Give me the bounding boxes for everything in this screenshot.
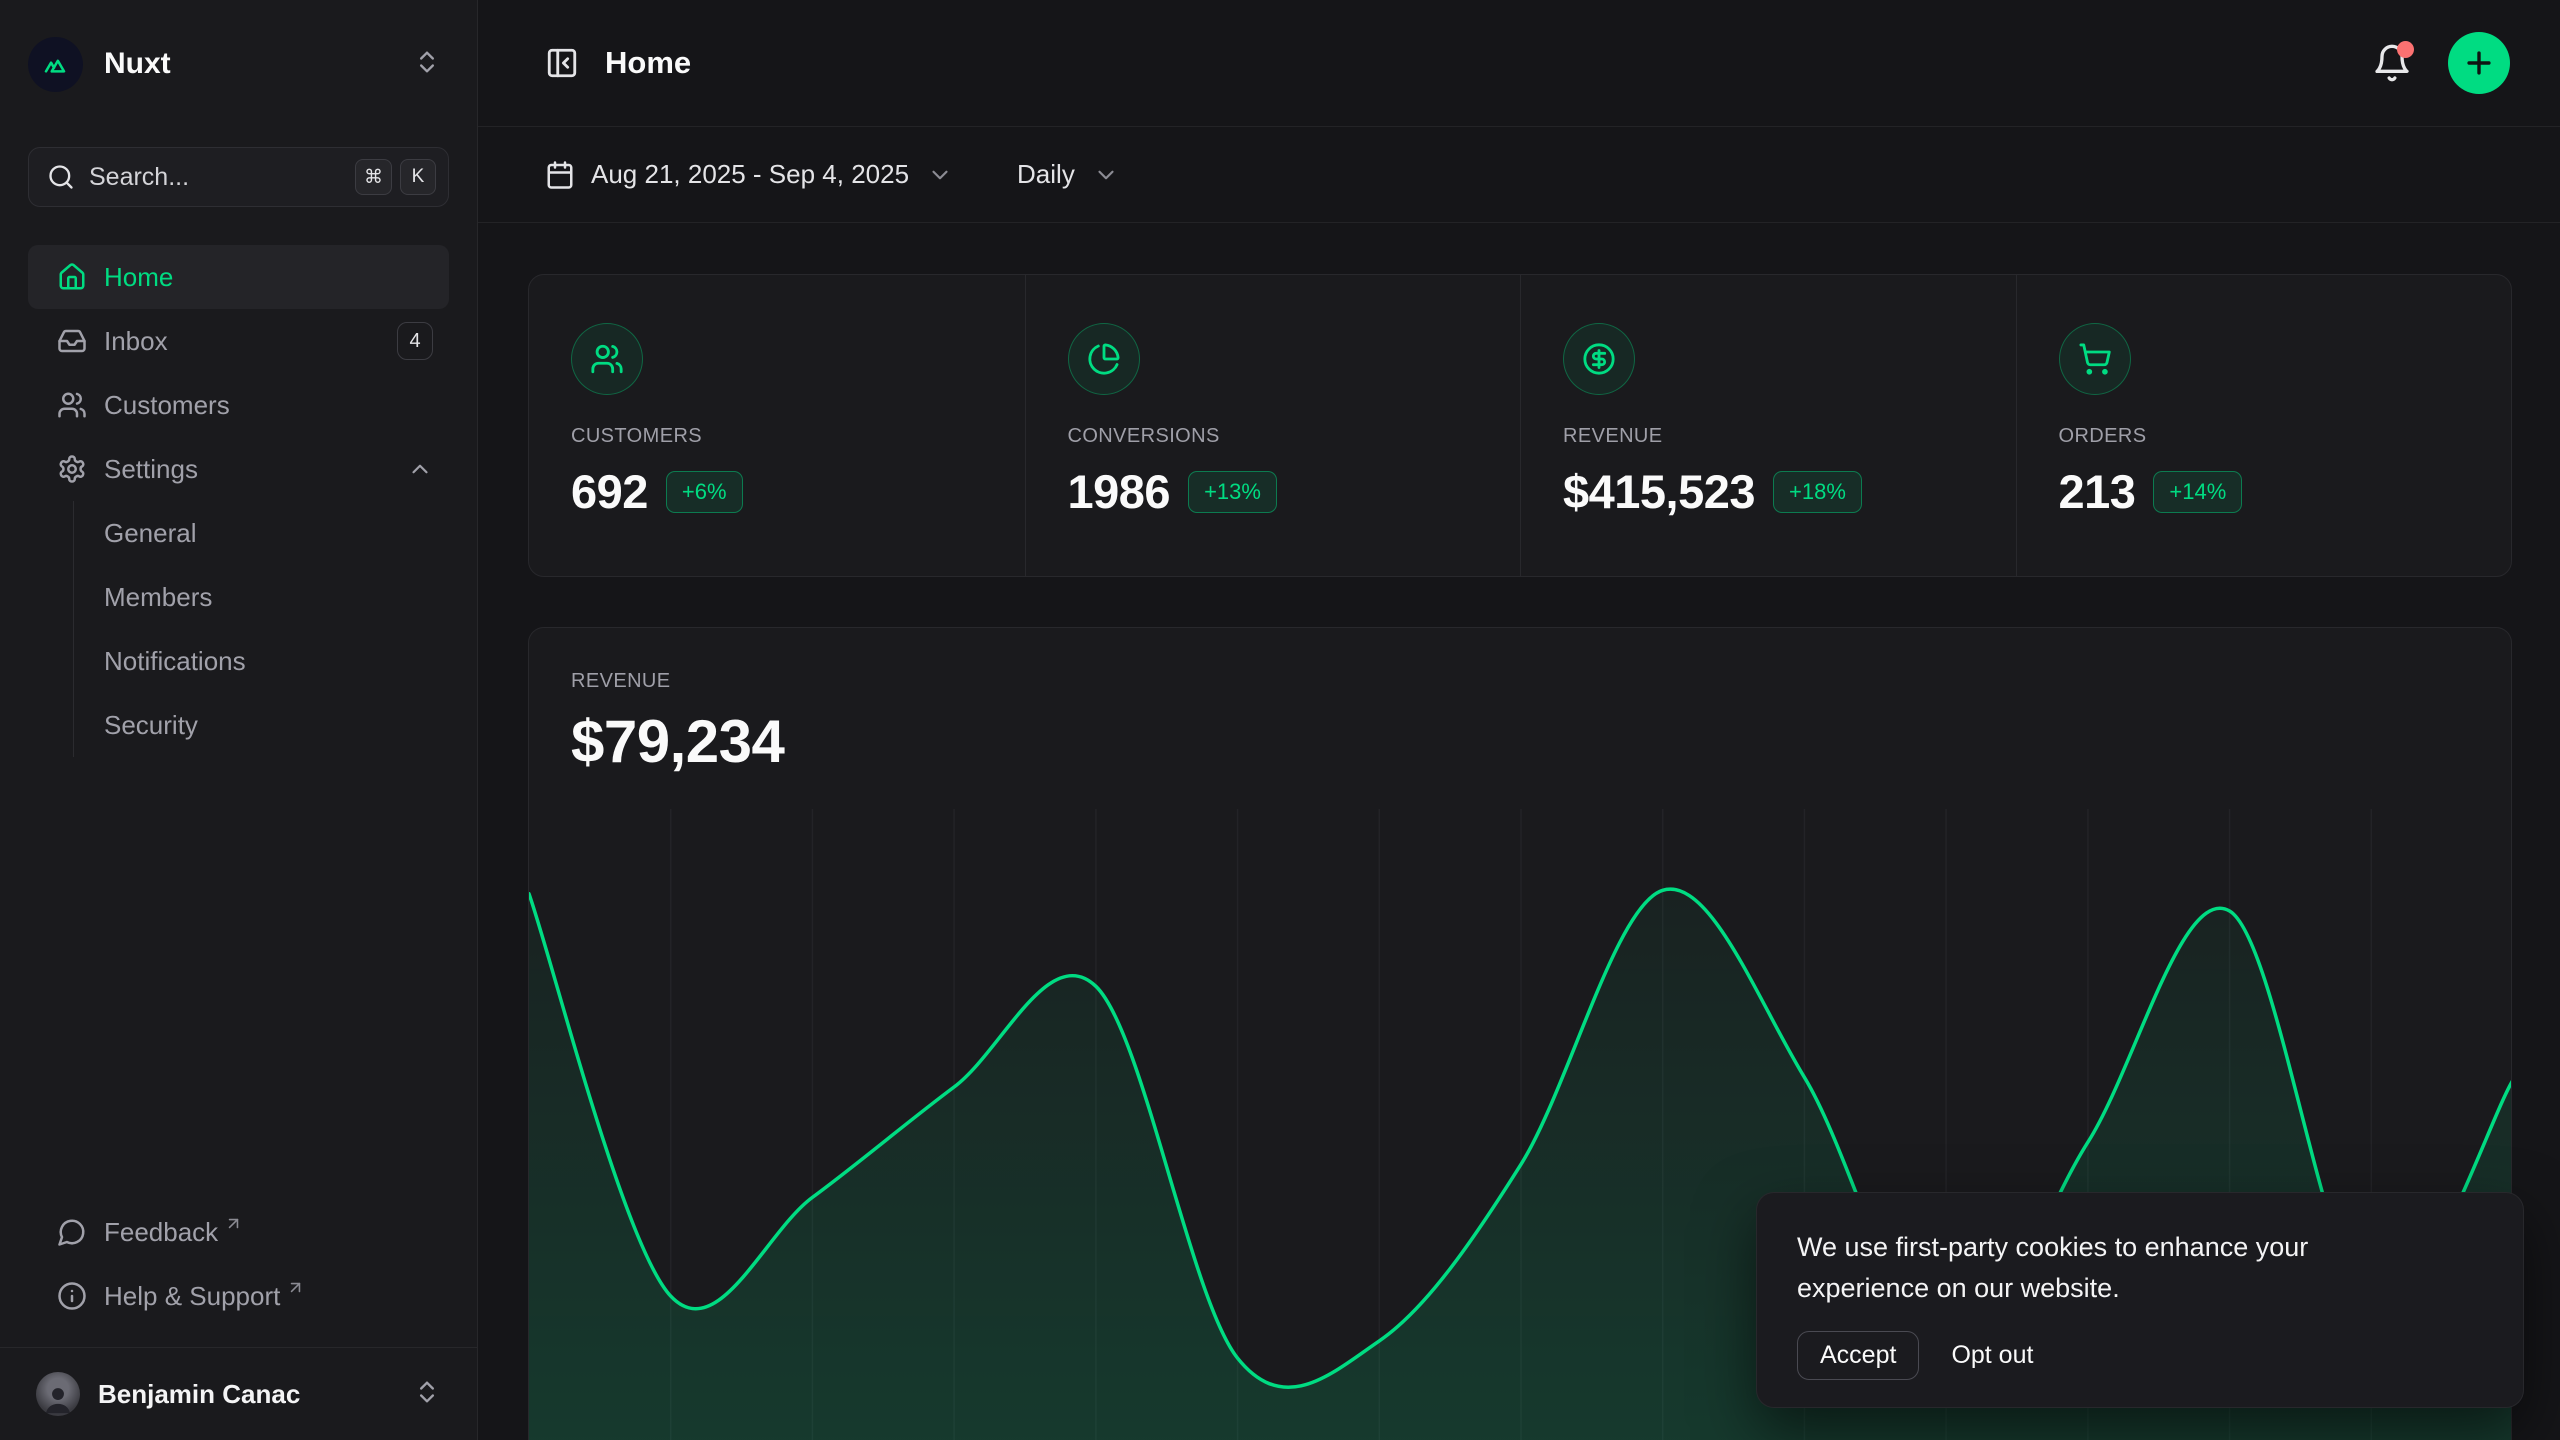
- add-button[interactable]: [2448, 32, 2510, 94]
- stat-label: CONVERSIONS: [1068, 425, 1481, 448]
- workspace-selector[interactable]: Nuxt: [28, 36, 449, 92]
- sub-item-label: General: [104, 518, 197, 549]
- users-icon: [571, 323, 643, 395]
- chevron-down-icon: [927, 162, 953, 188]
- calendar-icon: [545, 160, 575, 190]
- sub-item-label: Members: [104, 582, 212, 613]
- chevrons-up-down-icon: [413, 1378, 441, 1411]
- k-key: K: [400, 159, 436, 195]
- sidebar-item-general[interactable]: General: [104, 501, 449, 565]
- cookie-accept-button[interactable]: Accept: [1797, 1331, 1919, 1380]
- stat-conversions: CONVERSIONS 1986 +13%: [1025, 275, 1521, 576]
- cmd-key: ⌘: [355, 159, 392, 195]
- stat-delta-badge: +18%: [1773, 471, 1862, 513]
- sidebar-item-label: Inbox: [104, 326, 168, 357]
- help-support-link[interactable]: Help & Support: [28, 1264, 449, 1328]
- date-range-picker[interactable]: Aug 21, 2025 - Sep 4, 2025: [545, 159, 953, 190]
- revenue-label: REVENUE: [571, 670, 2471, 693]
- cart-icon: [2059, 323, 2131, 395]
- search-placeholder: Search...: [89, 163, 189, 192]
- sidebar-item-security[interactable]: Security: [104, 693, 449, 757]
- sub-item-label: Security: [104, 710, 198, 741]
- sidebar-item-customers[interactable]: Customers: [28, 373, 449, 437]
- filterbar: Aug 21, 2025 - Sep 4, 2025 Daily: [478, 127, 2560, 223]
- dollar-circle-icon: [1563, 323, 1635, 395]
- brand-name: Nuxt: [104, 47, 171, 81]
- search-shortcut: ⌘ K: [355, 159, 436, 195]
- sidebar-item-label: Settings: [104, 454, 198, 485]
- users-icon: [57, 390, 87, 420]
- chevron-down-icon: [1093, 162, 1119, 188]
- sidebar-item-settings[interactable]: Settings: [28, 437, 449, 501]
- stat-delta-badge: +6%: [666, 471, 743, 513]
- stat-customers: CUSTOMERS 692 +6%: [529, 275, 1025, 576]
- revenue-header: REVENUE $79,234: [529, 628, 2511, 809]
- external-link-icon: [286, 1278, 305, 1297]
- sidebar: Nuxt Search... ⌘ K: [0, 0, 478, 1440]
- inbox-icon: [57, 326, 87, 356]
- topbar: Home: [478, 0, 2560, 127]
- message-bubble-icon: [57, 1217, 87, 1247]
- pie-chart-icon: [1068, 323, 1140, 395]
- sidebar-bottom: Feedback Help & Support Benjamin Canac: [0, 1200, 477, 1440]
- cookie-message: We use first-party cookies to enhance yo…: [1797, 1227, 2417, 1309]
- app-root: Nuxt Search... ⌘ K: [0, 0, 2560, 1440]
- stat-delta-badge: +14%: [2153, 471, 2242, 513]
- settings-subnav: General Members Notifications Security: [73, 501, 449, 757]
- notifications-button[interactable]: [2372, 43, 2412, 83]
- stat-label: ORDERS: [2059, 425, 2472, 448]
- help-support-label: Help & Support: [104, 1281, 280, 1312]
- sub-item-label: Notifications: [104, 646, 246, 677]
- user-name: Benjamin Canac: [98, 1379, 300, 1410]
- stat-orders: ORDERS 213 +14%: [2016, 275, 2512, 576]
- stats-row: CUSTOMERS 692 +6% CONVERSIONS 1986 +13%: [528, 274, 2512, 577]
- sidebar-item-label: Customers: [104, 390, 230, 421]
- notification-dot: [2397, 41, 2414, 58]
- search-icon: [47, 163, 75, 191]
- collapse-sidebar-icon[interactable]: [545, 46, 579, 80]
- sidebar-item-home[interactable]: Home: [28, 245, 449, 309]
- page-title: Home: [605, 45, 691, 81]
- avatar: [36, 1372, 80, 1416]
- cookie-optout-button[interactable]: Opt out: [1951, 1341, 2033, 1370]
- feedback-link[interactable]: Feedback: [28, 1200, 449, 1264]
- external-link-icon: [224, 1214, 243, 1233]
- inbox-count-badge: 4: [397, 322, 433, 360]
- stat-label: REVENUE: [1563, 425, 1976, 448]
- sidebar-item-inbox[interactable]: Inbox 4: [28, 309, 449, 373]
- stat-delta-badge: +13%: [1188, 471, 1277, 513]
- cookie-actions: Accept Opt out: [1797, 1331, 2483, 1380]
- sidebar-item-label: Home: [104, 262, 173, 293]
- revenue-total: $79,234: [571, 707, 2471, 776]
- sidebar-nav: Home Inbox 4 Customers: [28, 245, 449, 757]
- chevrons-up-down-icon: [413, 48, 441, 81]
- nuxt-logo-icon: [28, 37, 83, 92]
- sidebar-top: Nuxt Search... ⌘ K: [0, 0, 477, 1200]
- stat-revenue: REVENUE $415,523 +18%: [1520, 275, 2016, 576]
- stat-value: 692: [571, 464, 648, 519]
- stat-value: 1986: [1068, 464, 1171, 519]
- stat-value: $415,523: [1563, 464, 1755, 519]
- topbar-actions: [2372, 32, 2510, 94]
- user-menu[interactable]: Benjamin Canac: [0, 1347, 477, 1440]
- stat-label: CUSTOMERS: [571, 425, 985, 448]
- home-icon: [57, 262, 87, 292]
- granularity-select[interactable]: Daily: [1017, 159, 1119, 190]
- sidebar-item-notifications[interactable]: Notifications: [104, 629, 449, 693]
- gear-icon: [57, 454, 87, 484]
- plus-icon: [2462, 46, 2496, 80]
- sidebar-item-members[interactable]: Members: [104, 565, 449, 629]
- cookie-banner: We use first-party cookies to enhance yo…: [1756, 1192, 2524, 1408]
- info-circle-icon: [57, 1281, 87, 1311]
- date-range-value: Aug 21, 2025 - Sep 4, 2025: [591, 159, 909, 190]
- search-input[interactable]: Search... ⌘ K: [28, 147, 449, 207]
- chevron-up-icon: [407, 456, 433, 482]
- feedback-label: Feedback: [104, 1217, 218, 1248]
- granularity-value: Daily: [1017, 159, 1075, 190]
- stat-value: 213: [2059, 464, 2136, 519]
